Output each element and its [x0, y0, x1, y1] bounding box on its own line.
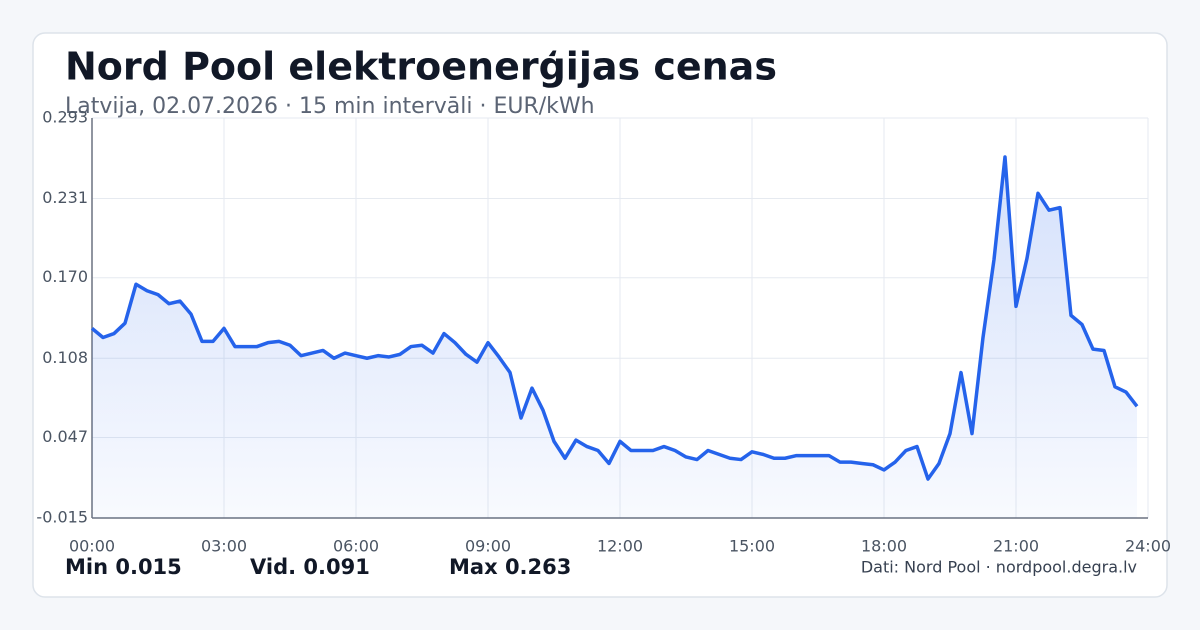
chart-subtitle: Latvija, 02.07.2026 · 15 min intervāli ·… — [65, 94, 595, 119]
x-tick-label: 06:00 — [333, 537, 379, 556]
stat: Min 0.015 — [65, 555, 182, 579]
x-tick-label: 24:00 — [1125, 537, 1171, 556]
stat-value: 0.263 — [505, 555, 571, 579]
plot: -0.015 0.047 0.108 0.170 0.231 0.293 00:00 03:0… — [36, 108, 1171, 556]
source: Dati: Nord Pool · nordpool.degra.lv — [861, 558, 1137, 577]
line — [90, 155, 1139, 481]
x-tick-label: 00:00 — [69, 537, 115, 556]
chart-title: Nord Pool elektroenerģijas cenas — [65, 45, 777, 89]
stat-value: 0.091 — [303, 555, 369, 579]
stat: Vid. 0.091 — [250, 555, 370, 579]
x-tick-label: 03:00 — [201, 537, 247, 556]
x-tick-label: 21:00 — [993, 537, 1039, 556]
x-tick-label: 09:00 — [465, 537, 511, 556]
x-tick-label: 18:00 — [861, 537, 907, 556]
y-tick-label: 0.047 — [42, 427, 88, 446]
x-tick-label: 15:00 — [729, 537, 775, 556]
y-tick-label: 0.293 — [42, 108, 88, 127]
x-tick-label: 12:00 — [597, 537, 643, 556]
y-tick-label: -0.015 — [36, 508, 88, 527]
stat-label: Max — [449, 555, 498, 579]
stat-label: Vid. — [250, 555, 296, 579]
stat-value: 0.015 — [115, 555, 181, 579]
y-tick-label: 0.231 — [42, 188, 88, 207]
stat-label: Min — [65, 555, 108, 579]
y-tick-label: 0.108 — [42, 348, 88, 367]
y-tick-label: 0.170 — [42, 267, 88, 286]
stat: Max 0.263 — [449, 555, 571, 579]
area — [92, 156, 1137, 518]
